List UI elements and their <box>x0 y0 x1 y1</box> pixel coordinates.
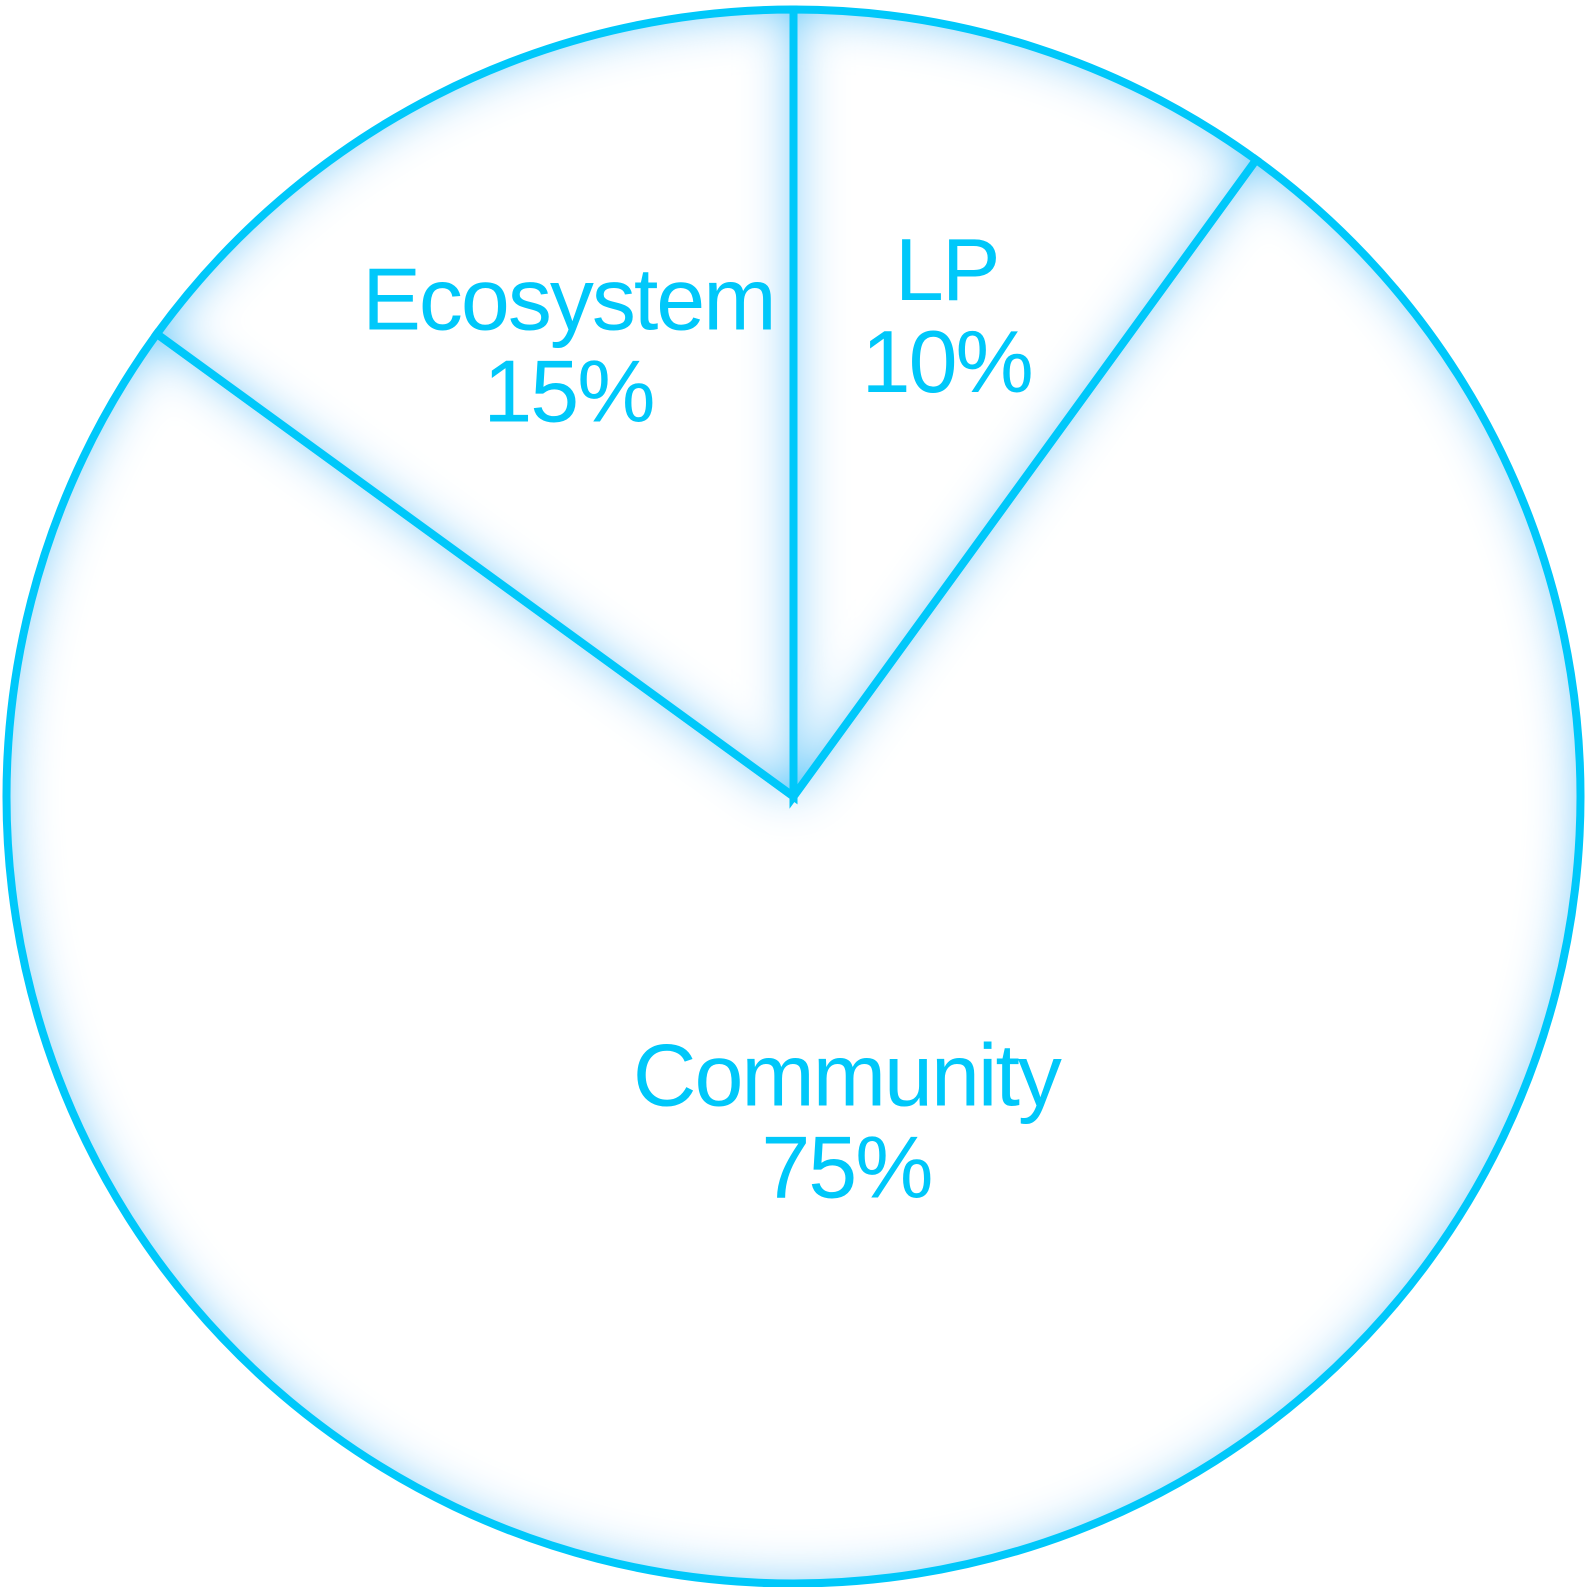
pie-slice-lp <box>793 9 1257 797</box>
slice-label-lp: LP <box>895 220 999 319</box>
pie-slice-outline-community <box>2 154 1585 1587</box>
pie-slice-community <box>6 159 1581 1584</box>
slice-value-lp: 10% <box>862 312 1032 411</box>
slice-label-community: Community <box>633 1026 1062 1125</box>
pie-slice-outline-ecosystem <box>151 5 798 805</box>
slice-label-ecosystem: Ecosystem <box>362 250 774 349</box>
slice-value-ecosystem: 15% <box>483 342 653 441</box>
slice-value-community: 75% <box>761 1118 931 1217</box>
pie-slice-outline-lp <box>789 5 1262 809</box>
pie-slice-ecosystem <box>156 9 794 797</box>
